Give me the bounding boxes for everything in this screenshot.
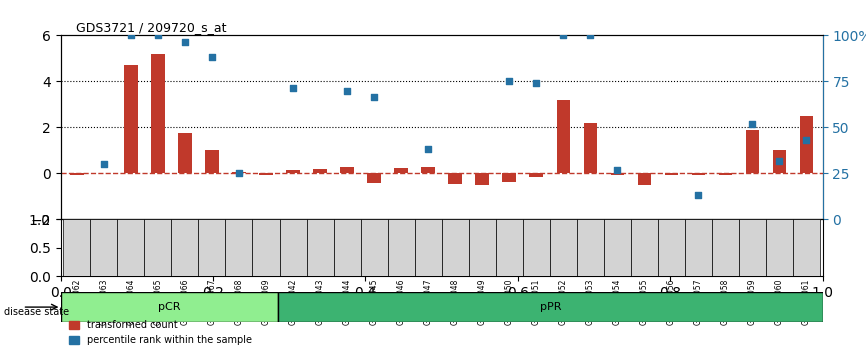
FancyBboxPatch shape [198, 219, 225, 276]
FancyBboxPatch shape [415, 219, 442, 276]
FancyBboxPatch shape [253, 219, 280, 276]
Bar [557, 100, 570, 173]
Bar [287, 170, 300, 173]
Bar [178, 133, 191, 173]
FancyBboxPatch shape [307, 219, 333, 276]
Bar [449, 173, 462, 184]
Text: pCR: pCR [158, 302, 181, 312]
Point [232, 171, 246, 176]
Bar [502, 173, 516, 182]
Bar [205, 150, 219, 173]
FancyBboxPatch shape [739, 219, 766, 276]
FancyBboxPatch shape [712, 219, 739, 276]
Point [611, 167, 624, 173]
FancyBboxPatch shape [793, 219, 820, 276]
Bar [422, 166, 435, 173]
Point [151, 33, 165, 38]
Point [556, 33, 570, 38]
Bar [394, 168, 408, 173]
FancyBboxPatch shape [225, 219, 253, 276]
Point [340, 88, 354, 93]
Bar [637, 173, 651, 185]
Point [584, 33, 598, 38]
Point [529, 80, 543, 86]
FancyBboxPatch shape [604, 219, 630, 276]
Text: pPR: pPR [540, 302, 561, 312]
Bar [799, 116, 813, 173]
Bar [152, 54, 165, 173]
Point [799, 137, 813, 143]
FancyBboxPatch shape [442, 219, 469, 276]
FancyBboxPatch shape [577, 219, 604, 276]
Bar [692, 173, 705, 175]
Point [691, 192, 705, 198]
Point [502, 79, 516, 84]
FancyBboxPatch shape [118, 219, 145, 276]
Bar [70, 173, 84, 175]
Point [421, 146, 435, 152]
Bar [529, 173, 543, 177]
FancyBboxPatch shape [145, 219, 171, 276]
FancyBboxPatch shape [766, 219, 793, 276]
FancyBboxPatch shape [658, 219, 685, 276]
FancyBboxPatch shape [280, 219, 307, 276]
FancyBboxPatch shape [630, 219, 658, 276]
Point [205, 54, 219, 60]
Bar [259, 173, 273, 175]
FancyBboxPatch shape [550, 219, 577, 276]
FancyBboxPatch shape [171, 219, 198, 276]
FancyBboxPatch shape [278, 292, 823, 322]
Bar [475, 173, 489, 185]
Bar [124, 65, 138, 173]
Bar [367, 173, 381, 183]
Point [772, 158, 786, 164]
FancyBboxPatch shape [495, 219, 523, 276]
FancyBboxPatch shape [360, 219, 388, 276]
Text: disease state: disease state [4, 307, 69, 316]
Point [746, 121, 759, 127]
Bar [340, 166, 354, 173]
Point [97, 161, 111, 167]
FancyBboxPatch shape [523, 219, 550, 276]
Bar [746, 130, 759, 173]
Bar [611, 173, 624, 175]
Legend: transformed count, percentile rank within the sample: transformed count, percentile rank withi… [66, 316, 255, 349]
Bar [664, 173, 678, 175]
Bar [719, 173, 732, 175]
Bar [584, 123, 597, 173]
Point [367, 94, 381, 99]
Bar [313, 169, 326, 173]
FancyBboxPatch shape [90, 219, 118, 276]
Point [124, 33, 138, 38]
Bar [772, 150, 786, 173]
Point [178, 39, 192, 44]
FancyBboxPatch shape [469, 219, 495, 276]
FancyBboxPatch shape [388, 219, 415, 276]
FancyBboxPatch shape [333, 219, 360, 276]
FancyBboxPatch shape [63, 219, 90, 276]
FancyBboxPatch shape [685, 219, 712, 276]
Point [286, 85, 300, 90]
Bar [232, 172, 246, 173]
Text: GDS3721 / 209720_s_at: GDS3721 / 209720_s_at [76, 21, 226, 34]
FancyBboxPatch shape [61, 292, 278, 322]
